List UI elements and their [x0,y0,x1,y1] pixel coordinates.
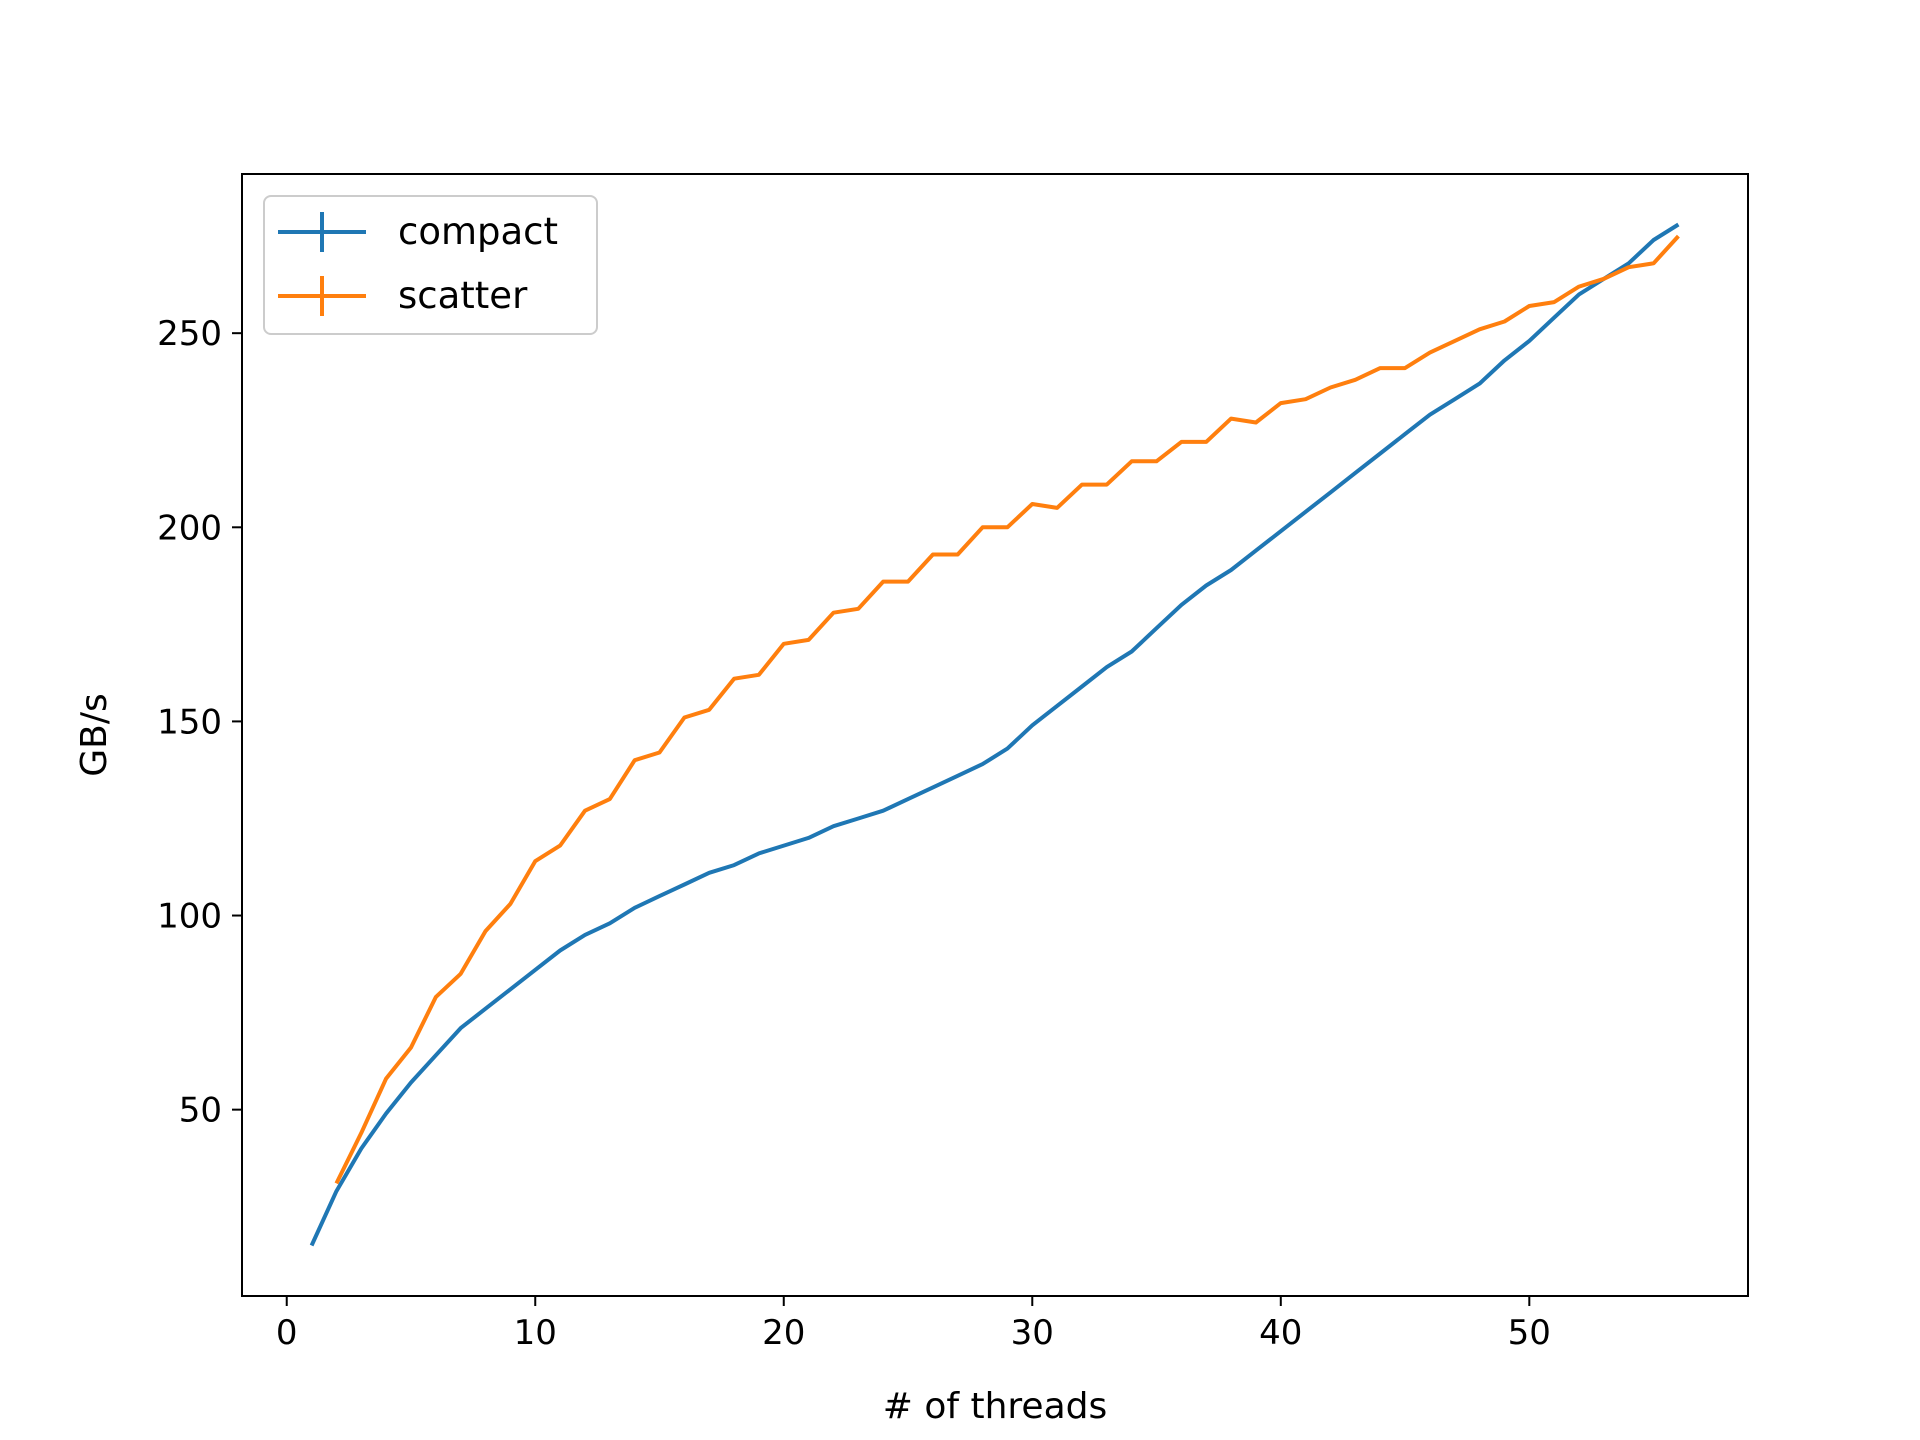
legend-label-scatter: scatter [398,274,528,317]
y-axis-label: GB/s [74,693,115,776]
y-tick-label: 150 [157,702,222,742]
y-tick-label: 200 [157,508,222,548]
series-line-scatter [334,234,1680,1185]
y-tick-label: 50 [179,1091,222,1131]
plot-lines [309,222,1680,1247]
x-axis: 0 10 20 30 40 50 [276,1296,1551,1353]
x-tick-label: 20 [762,1313,805,1353]
legend: compact scatter [263,195,598,335]
y-axis: 50 100 150 200 250 [157,314,242,1131]
y-tick-label: 250 [157,314,222,354]
y-tick-label: 100 [157,897,222,937]
x-tick-label: 50 [1508,1313,1551,1353]
plot-frame [241,173,1749,1297]
x-tick-label: 30 [1011,1313,1054,1353]
series-line-compact [309,222,1680,1247]
legend-label-compact: compact [398,210,558,253]
x-axis-label: # of threads [883,1386,1108,1427]
x-tick-label: 0 [276,1313,298,1353]
x-tick-label: 10 [514,1313,557,1353]
x-tick-label: 40 [1259,1313,1302,1353]
